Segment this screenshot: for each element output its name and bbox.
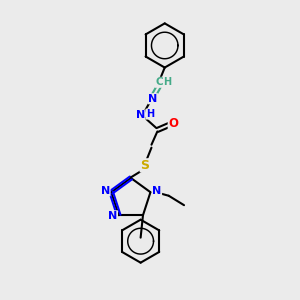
Text: C: C (155, 77, 163, 87)
Text: N: N (108, 211, 118, 221)
Text: S: S (140, 159, 149, 172)
Text: N: N (148, 94, 158, 104)
Text: N: N (101, 186, 110, 196)
Text: H: H (146, 109, 154, 119)
Text: N: N (152, 186, 162, 196)
Text: H: H (163, 77, 171, 87)
Text: O: O (168, 117, 178, 130)
Text: N: N (136, 110, 145, 120)
